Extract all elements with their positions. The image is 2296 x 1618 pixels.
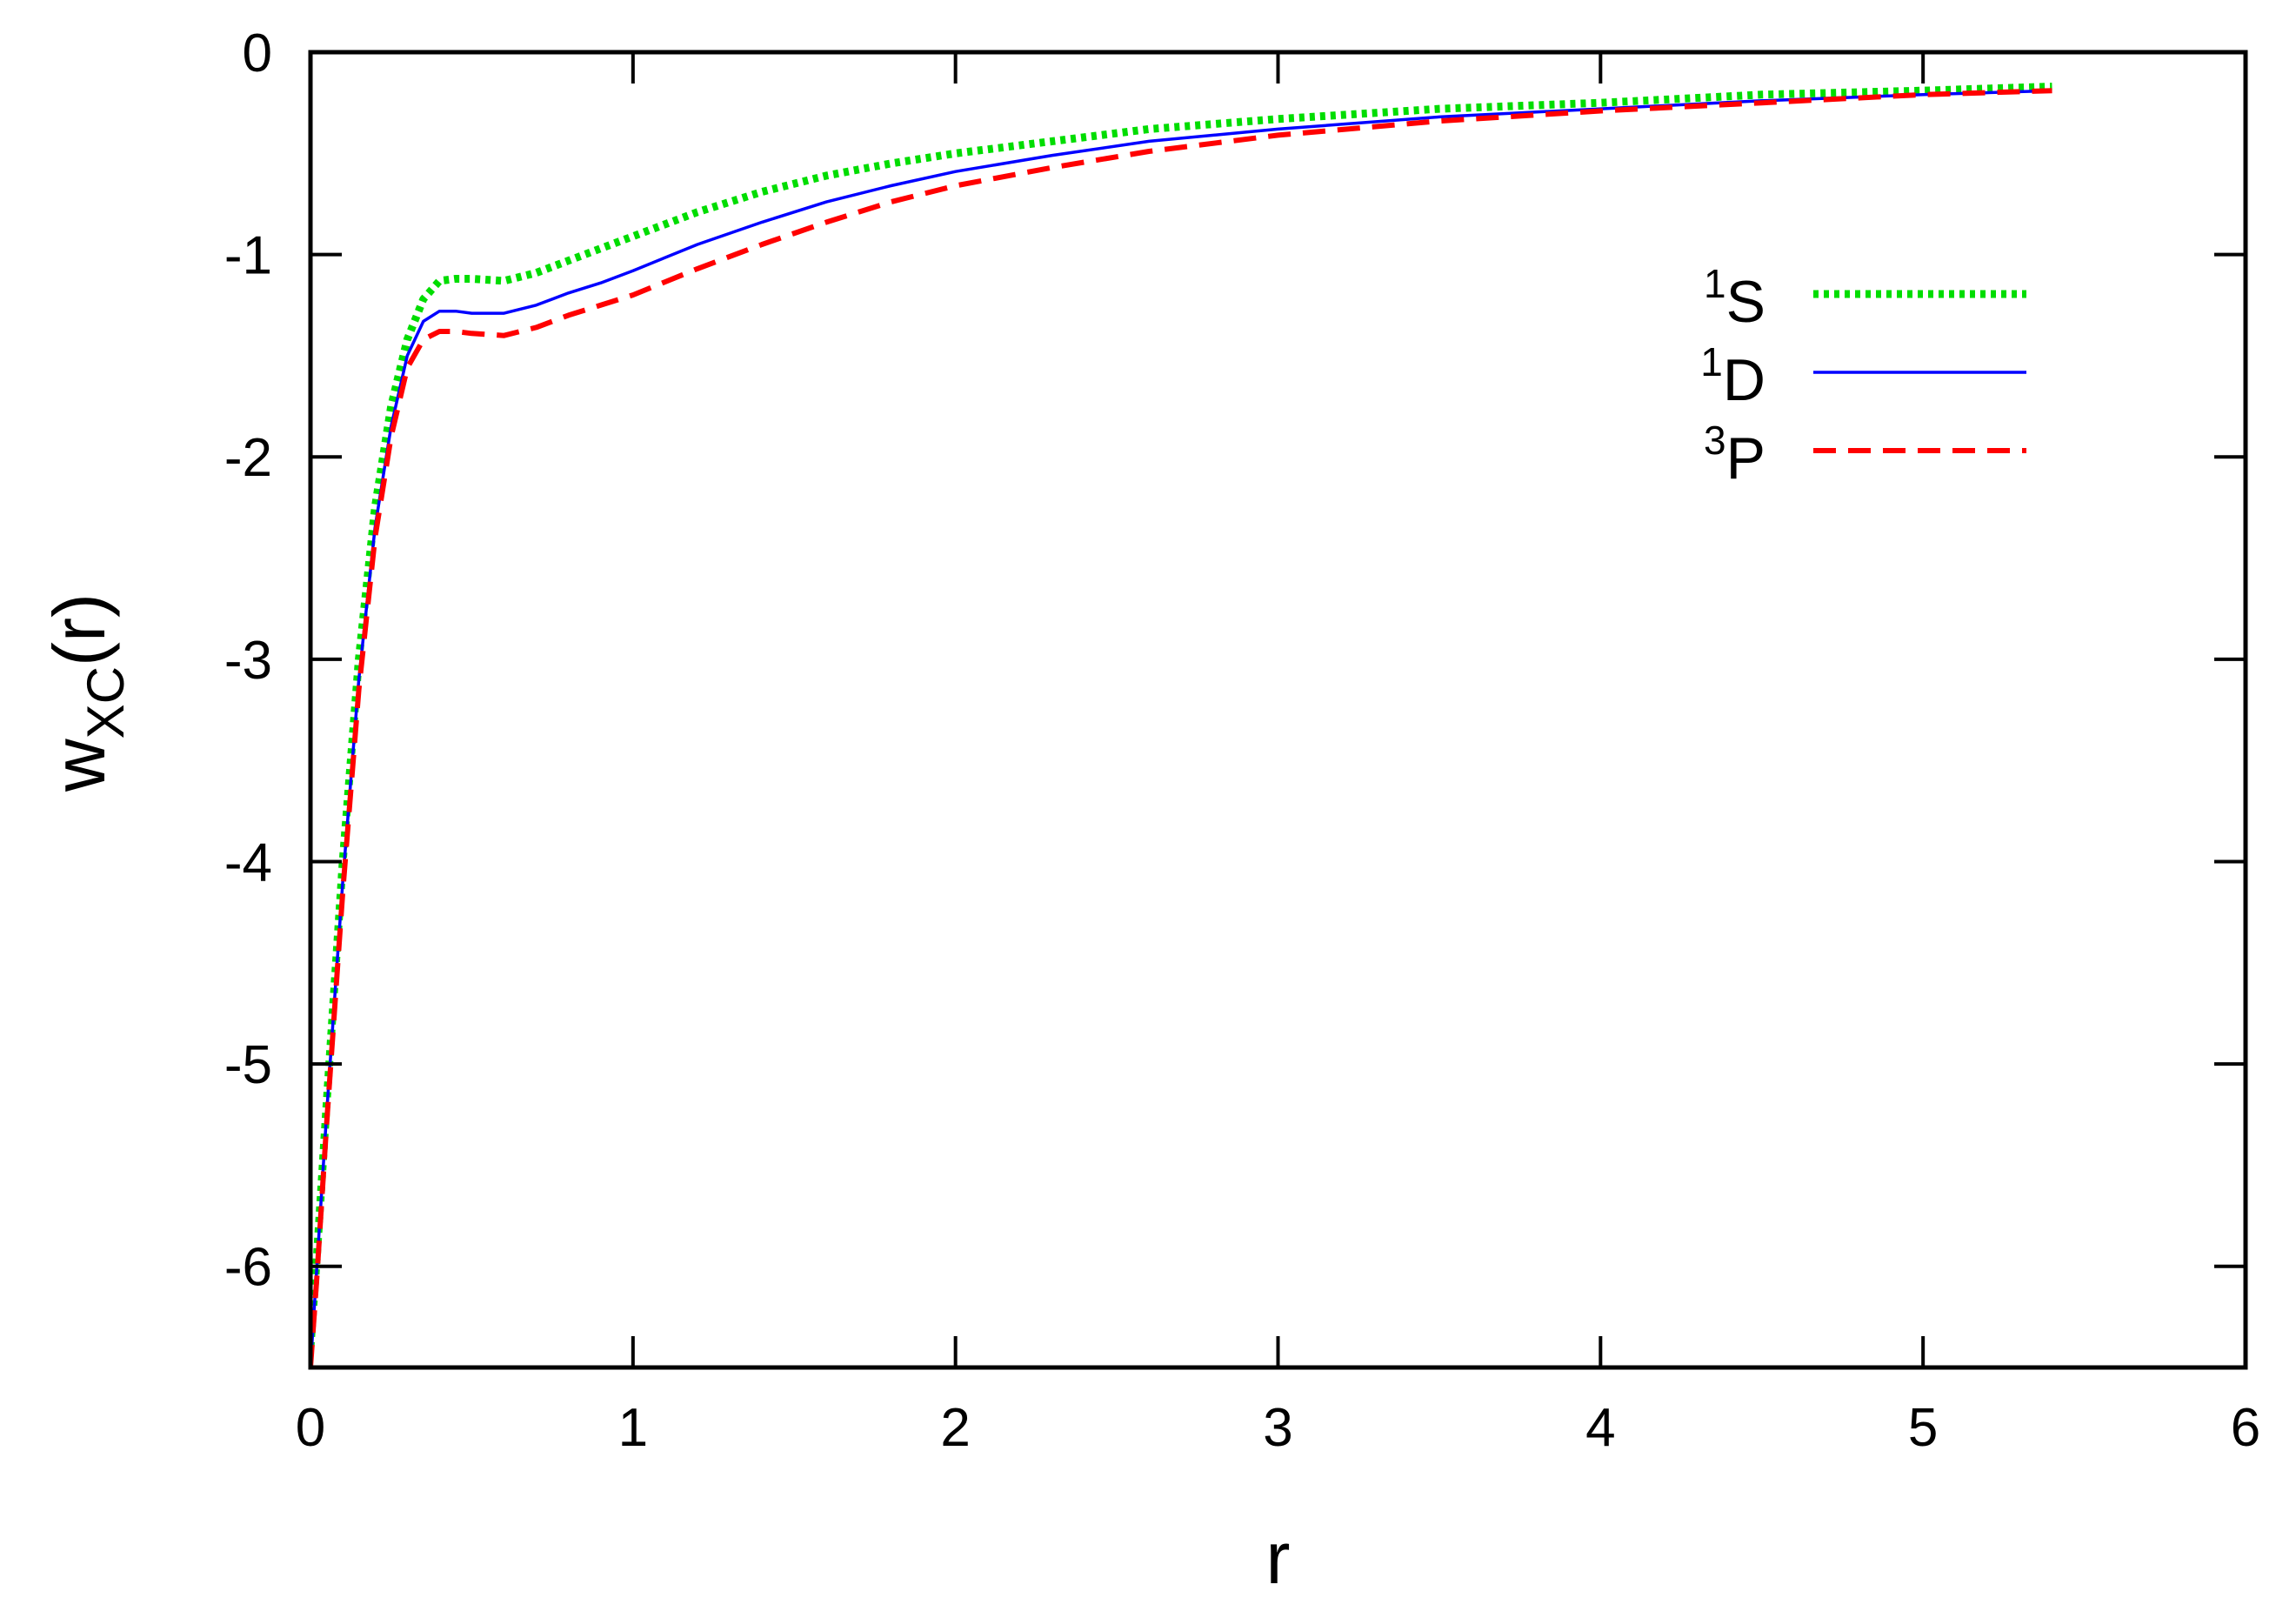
legend-label: 1S — [1704, 261, 1765, 335]
legend-name: S — [1726, 269, 1765, 335]
series-line-3P — [310, 88, 2052, 1367]
legend-label: 3P — [1704, 418, 1765, 491]
y-tick-label: -2 — [224, 428, 272, 488]
y-axis-label-main: w — [38, 739, 120, 792]
legend-label: 1D — [1700, 339, 1765, 413]
x-axis-label: r — [1266, 1517, 1291, 1599]
x-tick-label: 6 — [2231, 1398, 2260, 1458]
y-tick-label: -5 — [224, 1035, 272, 1095]
y-tick-label: -6 — [224, 1238, 272, 1298]
legend-name: D — [1723, 347, 1765, 413]
x-tick-label: 5 — [1908, 1398, 1938, 1458]
x-tick-label: 2 — [940, 1398, 970, 1458]
legend-superscript: 1 — [1704, 261, 1726, 306]
x-tick-label: 4 — [1585, 1398, 1615, 1458]
labels-layer: 0 1 2 3 4 5 6 0 -1 -2 -3 -4 -5 -6 — [224, 23, 2260, 1458]
y-axis-label: wXC(r) — [38, 593, 135, 792]
legend-name: P — [1726, 425, 1765, 491]
legend-superscript: 3 — [1704, 418, 1726, 463]
x-tick-label: 3 — [1263, 1398, 1292, 1458]
x-tick-label: 0 — [296, 1398, 325, 1458]
y-tick-label: -4 — [224, 832, 272, 893]
ticks-layer — [309, 50, 2247, 1367]
x-tick-label: 1 — [618, 1398, 648, 1458]
y-tick-label: 0 — [243, 23, 272, 84]
legend-superscript: 1 — [1700, 339, 1723, 384]
y-axis-label-suffix: (r) — [38, 593, 120, 666]
series-layer — [310, 83, 2052, 1367]
y-axis-label-sub: XC — [77, 666, 135, 739]
series-line-1S — [310, 83, 2052, 1348]
y-tick-label: -3 — [224, 631, 272, 691]
y-tick-label: -1 — [224, 226, 272, 286]
